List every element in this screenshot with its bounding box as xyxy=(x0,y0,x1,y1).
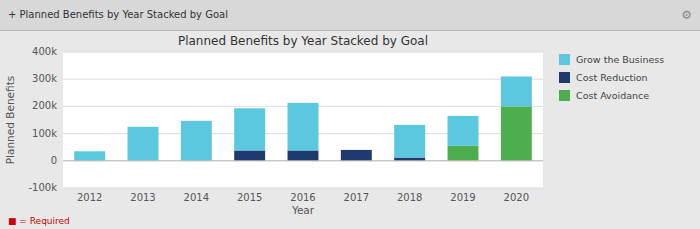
chart: + Planned Benefits by Year Stacked by Go… xyxy=(0,0,700,229)
y-tick-label: -100k xyxy=(29,182,58,193)
grid-line xyxy=(63,188,543,189)
x-tick-label: 2019 xyxy=(450,192,475,203)
bar-segment xyxy=(288,150,319,160)
bar-segment xyxy=(448,146,479,161)
bar-segment xyxy=(341,149,372,150)
bar-segment xyxy=(341,150,372,161)
x-tick-label: 2020 xyxy=(504,192,529,203)
y-tick-label: 400k xyxy=(32,46,57,57)
grid xyxy=(63,52,543,188)
legend-label: Cost Avoidance xyxy=(576,90,649,101)
bar-segment xyxy=(448,116,479,146)
legend: Grow the Business Cost Reduction Cost Avoi… xyxy=(559,54,664,102)
bar-segment xyxy=(501,76,532,106)
y-tick-label: 100k xyxy=(32,128,57,139)
bar-segment xyxy=(74,151,105,161)
y-axis-label: Planned Benefits xyxy=(4,76,16,164)
legend-swatch xyxy=(559,90,570,101)
header-text: + Planned Benefits by Year Stacked by Go… xyxy=(8,9,228,20)
bar-segment xyxy=(501,106,532,160)
x-tick-label: 2015 xyxy=(237,192,262,203)
grid-line xyxy=(63,160,543,161)
bars xyxy=(74,76,532,160)
plot-background xyxy=(63,52,543,188)
x-axis-label: Year xyxy=(291,204,315,216)
y-tick-label: 300k xyxy=(32,73,57,84)
x-tick-label: 2016 xyxy=(290,192,315,203)
bar-segment xyxy=(234,150,265,160)
legend-swatch xyxy=(559,54,570,65)
grid-line xyxy=(63,79,543,80)
legend-label: Cost Reduction xyxy=(576,72,648,83)
x-tick-label: 2017 xyxy=(344,192,369,203)
bar-segment xyxy=(394,125,425,158)
title: Planned Benefits by Year Stacked by Goal xyxy=(178,34,428,48)
x-tick-label: 2013 xyxy=(130,192,155,203)
y-tick-label: 200k xyxy=(32,100,57,111)
header-border xyxy=(0,30,700,31)
x-tick-label: 2014 xyxy=(184,192,209,203)
gear-icon[interactable]: ⚙ xyxy=(681,8,692,22)
x-tick-label: 2012 xyxy=(77,192,102,203)
grid-line xyxy=(63,52,543,53)
bar-segment xyxy=(288,103,319,151)
y-tick-label: 0 xyxy=(51,155,57,166)
bar-segment xyxy=(234,108,265,150)
legend-swatch xyxy=(559,72,570,83)
bar-segment xyxy=(128,127,159,161)
footer-text: ■ = Required xyxy=(8,216,70,226)
header xyxy=(0,0,700,30)
bar-segment xyxy=(181,121,212,161)
legend-label: Grow the Business xyxy=(576,54,664,65)
x-tick-label: 2018 xyxy=(397,192,422,203)
zero-line xyxy=(63,160,543,161)
